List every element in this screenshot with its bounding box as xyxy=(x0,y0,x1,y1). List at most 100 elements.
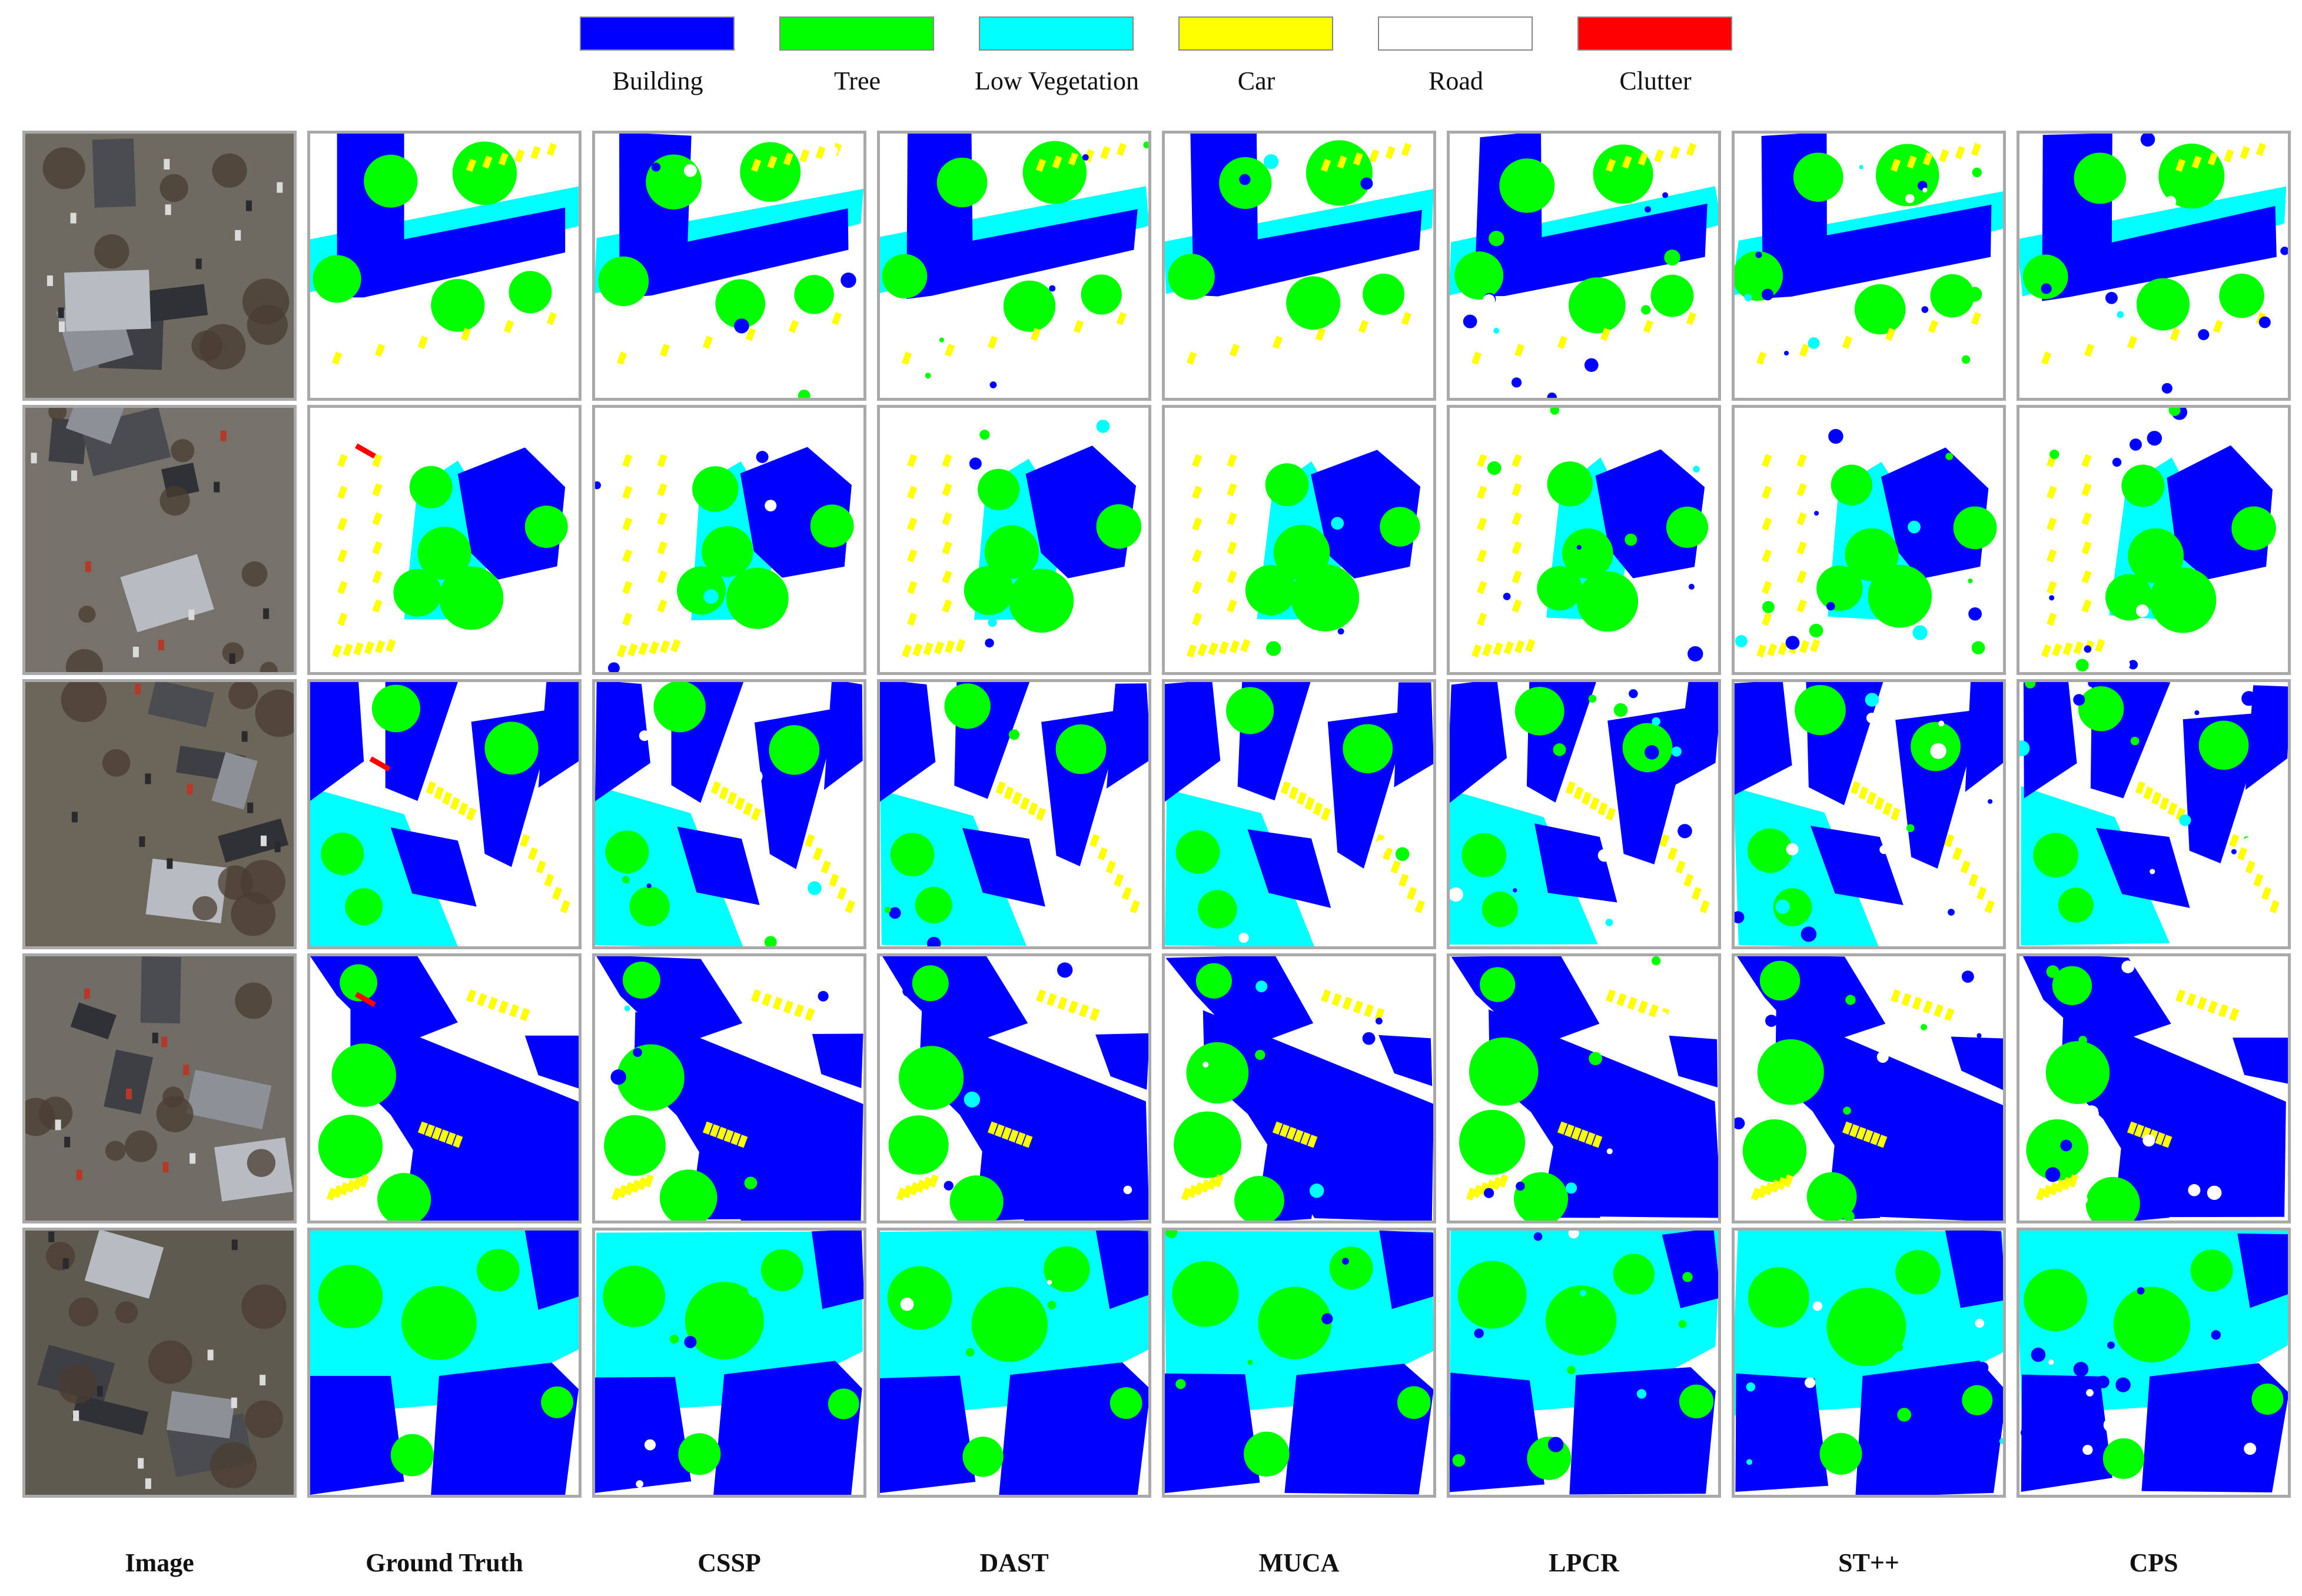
building-region xyxy=(713,1361,862,1495)
tree-region xyxy=(715,279,766,328)
noise-region xyxy=(1809,1286,1815,1292)
segmentation-map-tile xyxy=(1732,679,2006,949)
tree-region xyxy=(1469,1037,1539,1106)
car-region xyxy=(1218,641,1229,654)
tree-region xyxy=(2033,833,2078,877)
tree-region xyxy=(377,1173,431,1221)
column-label: CPS xyxy=(2129,1548,2178,1577)
legend-item-tree: Tree xyxy=(779,12,935,100)
noise-region xyxy=(1921,1023,1927,1030)
noise-region xyxy=(1977,1033,1982,1038)
car-region xyxy=(2159,797,2170,810)
car-region xyxy=(1477,613,1487,626)
car-region xyxy=(1856,1126,1866,1140)
car-region xyxy=(1300,1132,1311,1145)
car-region xyxy=(424,1124,435,1138)
noise-region xyxy=(1175,1379,1186,1389)
aerial-tree xyxy=(94,234,129,269)
car-region xyxy=(1353,152,1363,166)
car-region xyxy=(1227,541,1237,555)
noise-region xyxy=(2129,438,2142,451)
car-region xyxy=(2207,1000,2218,1014)
car-region xyxy=(1240,639,1251,653)
noise-region xyxy=(1843,1211,1855,1221)
car-region xyxy=(1928,320,1939,333)
car-region xyxy=(907,581,918,594)
noise-region xyxy=(1255,980,1268,993)
tree-region xyxy=(1022,141,1087,204)
noise-region xyxy=(1567,1365,1576,1375)
car-region xyxy=(1068,1000,1078,1014)
building-region xyxy=(1165,1373,1260,1494)
segmentation-map-tile xyxy=(877,405,1151,675)
noise-region xyxy=(1645,206,1651,213)
tree-region xyxy=(524,506,568,548)
car-region xyxy=(1358,320,1369,333)
aerial-car xyxy=(138,1458,144,1469)
building-region xyxy=(962,827,1045,907)
tree-region xyxy=(2026,1119,2089,1181)
noise-region xyxy=(900,1298,914,1311)
segmentation-map xyxy=(1450,134,1718,398)
car-region xyxy=(2062,642,2073,656)
car-region xyxy=(2151,792,2162,805)
segmentation-map-tile xyxy=(1447,131,1721,401)
segmentation-map xyxy=(595,408,863,672)
segmentation-map xyxy=(1165,1231,1433,1495)
tree-region xyxy=(1953,506,1997,550)
noise-region xyxy=(1845,995,1856,1005)
car-region xyxy=(2162,1135,2173,1148)
car-region xyxy=(333,1185,343,1198)
tree-region xyxy=(882,254,928,299)
tree-region xyxy=(1343,724,1393,773)
car-region xyxy=(1097,847,1108,860)
tree-region xyxy=(603,1265,666,1327)
aerial-tree xyxy=(125,1130,157,1162)
segmentation-map xyxy=(595,956,863,1221)
noise-region xyxy=(2168,408,2181,416)
noise-region xyxy=(2077,1194,2088,1205)
noise-region xyxy=(2019,740,2030,757)
noise-region xyxy=(2128,660,2138,670)
tree-region xyxy=(1234,1176,1284,1221)
car-region xyxy=(1922,152,1933,166)
noise-region xyxy=(1662,192,1669,198)
car-region xyxy=(1321,807,1331,821)
tree-region xyxy=(1195,963,1232,999)
noise-region xyxy=(1366,384,1372,390)
car-region xyxy=(1280,781,1291,794)
aerial-tree xyxy=(68,1297,99,1326)
car-region xyxy=(995,781,1006,794)
car-region xyxy=(767,155,778,169)
tree-region xyxy=(2074,152,2127,204)
building-region xyxy=(1450,682,1507,803)
car-region xyxy=(805,1008,815,1021)
aerial-car xyxy=(241,731,248,742)
noise-region xyxy=(764,936,777,946)
car-region xyxy=(659,640,670,654)
car-region xyxy=(1762,549,1772,563)
car-region xyxy=(1525,639,1536,653)
noise-region xyxy=(902,985,914,997)
car-region xyxy=(1778,642,1788,656)
noise-region xyxy=(926,936,941,946)
car-region xyxy=(1686,312,1696,325)
car-region xyxy=(637,1177,647,1191)
car-region xyxy=(922,1177,932,1191)
noise-region xyxy=(1977,1362,1989,1374)
segmentation-map xyxy=(310,682,579,946)
building-region xyxy=(2061,1006,2286,1218)
noise-region xyxy=(683,164,697,177)
tree-region xyxy=(452,141,517,205)
tree-region xyxy=(1168,254,1215,300)
car-region xyxy=(1810,639,1821,653)
building-region xyxy=(457,447,566,580)
car-region xyxy=(2141,1126,2151,1140)
noise-region xyxy=(748,1282,763,1298)
noise-region xyxy=(2055,248,2065,258)
car-region xyxy=(1699,900,1710,913)
car-region xyxy=(372,483,383,497)
aerial-roof xyxy=(104,1049,154,1115)
car-region xyxy=(1512,541,1522,555)
car-region xyxy=(1850,781,1861,794)
